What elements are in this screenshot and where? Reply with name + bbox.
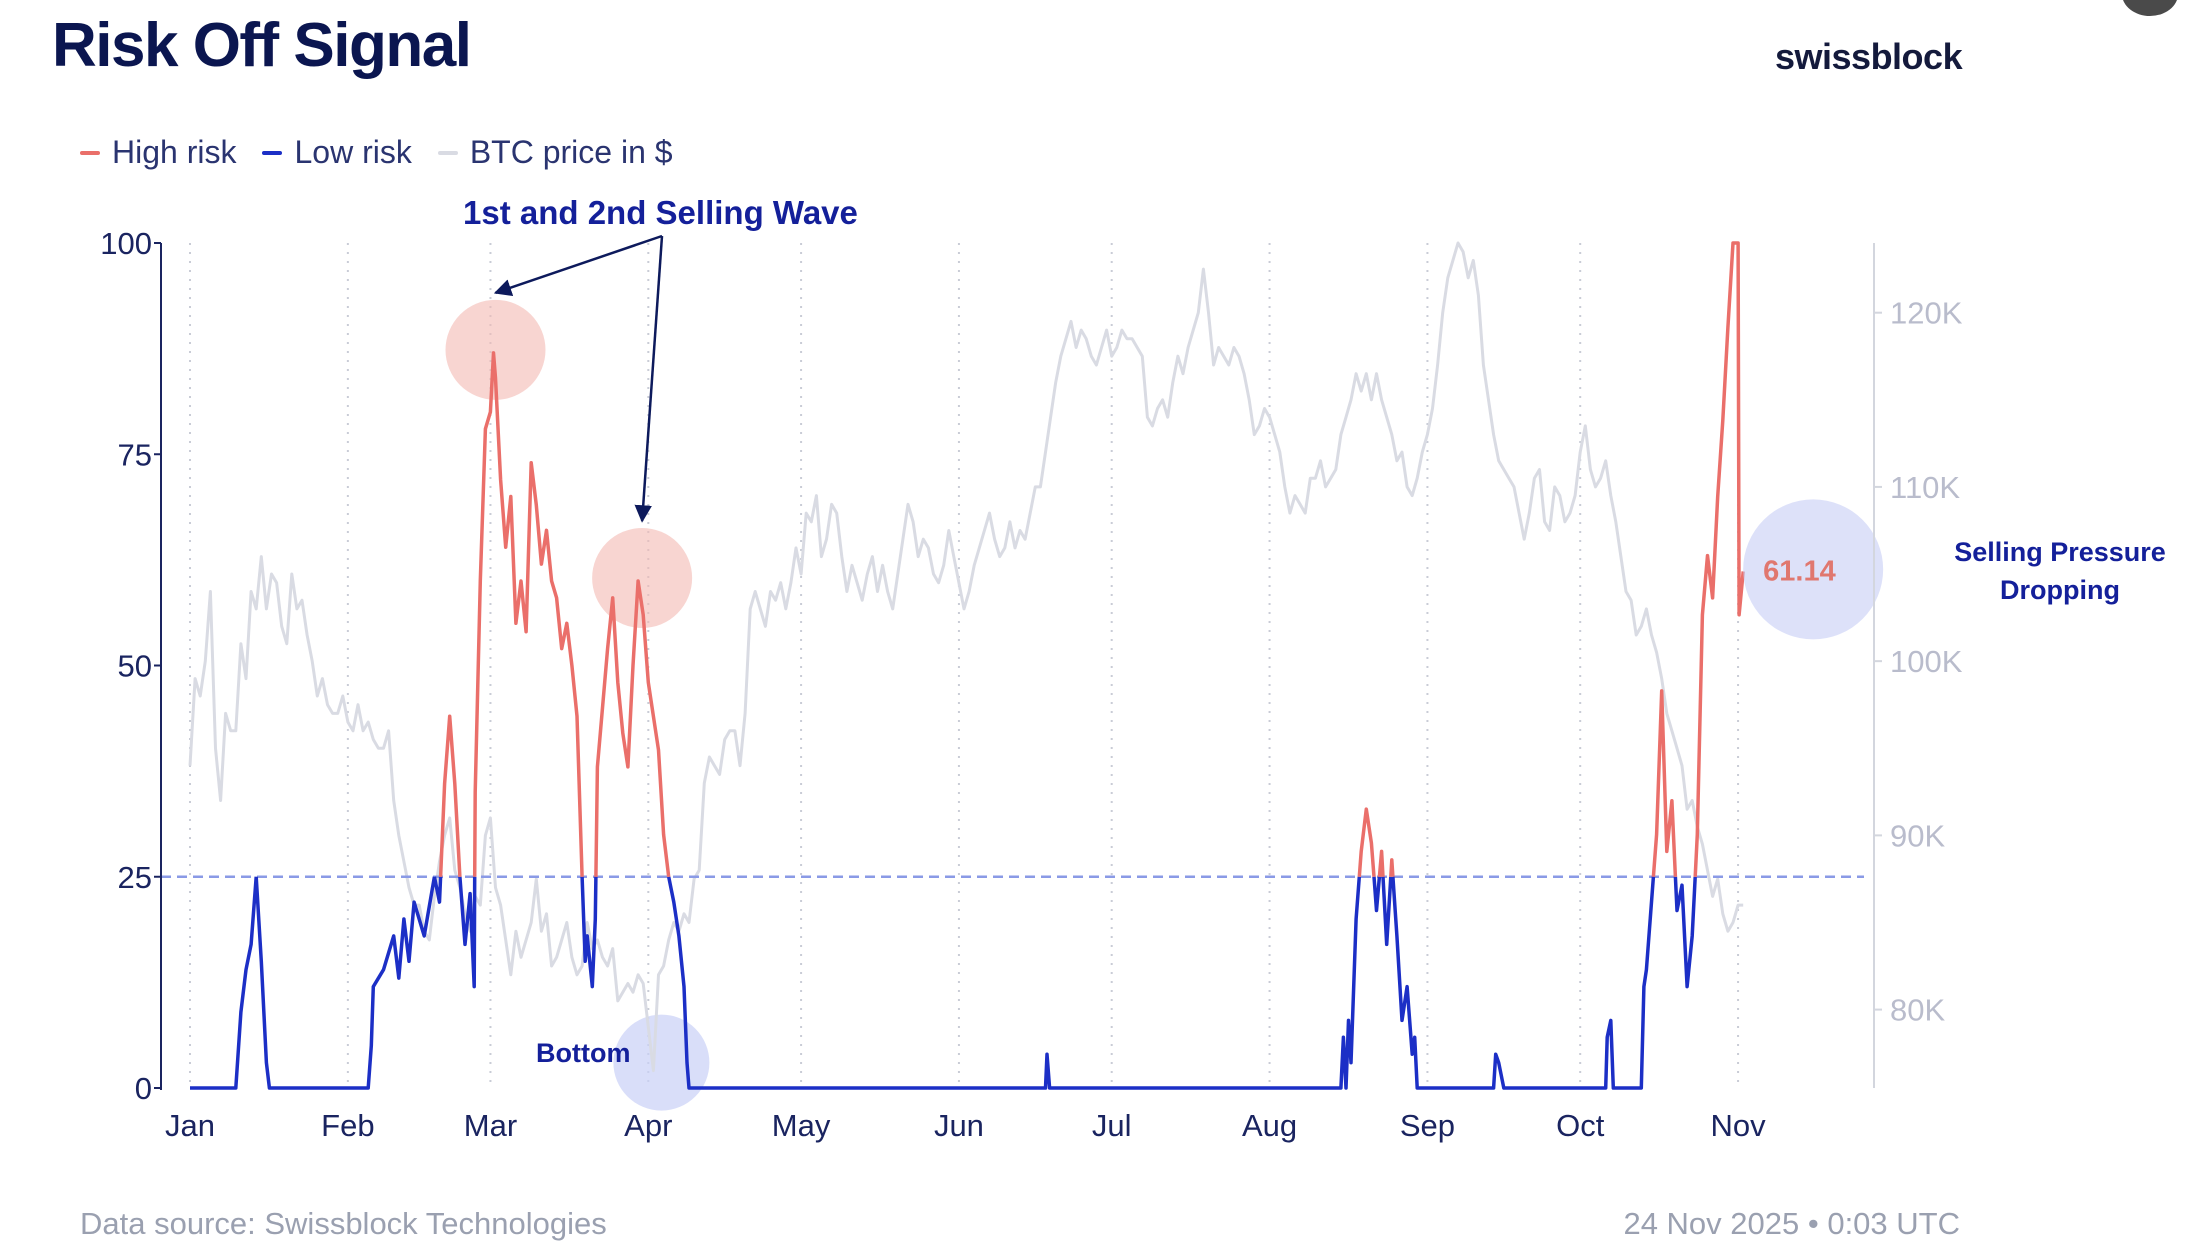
highlight-circle-second-wave [592, 528, 693, 628]
highlight-circle-current [1743, 499, 1884, 640]
y-right-tick-90k: 90K [1890, 818, 1945, 853]
brand-logo: swissblock [1775, 36, 1963, 77]
window-corner-decoration [2122, 0, 2178, 16]
timestamp: 24 Nov 2025 • 0:03 UTC [1623, 1206, 1960, 1241]
series-high-risk-line [438, 241, 1745, 878]
legend-label-high-risk: High risk [112, 134, 237, 170]
arrow-to-first-wave [493, 234, 663, 297]
legend-item-high-risk: High risk [80, 134, 236, 171]
legend-label-btc-price: BTC price in $ [469, 134, 673, 170]
chart-title: Risk Off Signal [52, 11, 472, 80]
x-tick-sep: Sep [1400, 1108, 1455, 1143]
legend-item-low-risk: Low risk [262, 134, 412, 171]
legend-swatch-high-risk [80, 150, 100, 155]
y-right-tick-100k: 100K [1890, 644, 1963, 679]
legend-swatch-btc-price [437, 150, 458, 155]
x-tick-apr: Apr [624, 1108, 672, 1143]
y-right-tick-120k: 120K [1890, 296, 1963, 331]
selling-wave-label: 1st and 2nd Selling Wave [463, 194, 858, 231]
highlight-circle-first-wave [445, 299, 546, 400]
y-left-tick-0: 0 [135, 1071, 152, 1106]
x-tick-mar: Mar [464, 1108, 517, 1143]
x-tick-jul: Jul [1092, 1108, 1132, 1143]
y-left-tick-25: 25 [118, 860, 152, 895]
y-right-tick-80k: 80K [1890, 993, 1945, 1028]
legend-swatch-low-risk [262, 150, 283, 155]
y-left-tick-75: 75 [118, 437, 152, 472]
y-left-tick-100: 100 [100, 226, 152, 261]
series-low-risk-line [190, 876, 1697, 1090]
y-left-tick-50: 50 [118, 649, 152, 684]
data-source-note: Data source: Swissblock Technologies [80, 1206, 607, 1241]
legend-item-btc-price: BTC price in $ [437, 134, 673, 171]
x-tick-jan: Jan [165, 1108, 215, 1143]
x-tick-jun: Jun [934, 1108, 984, 1143]
selling-pressure-label-line2: Dropping [2000, 575, 2120, 605]
bottom-label: Bottom [536, 1038, 630, 1068]
current-value-label: 61.14 [1763, 555, 1836, 587]
x-tick-nov: Nov [1710, 1108, 1766, 1143]
y-right-tick-110k: 110K [1890, 470, 1960, 505]
series-btc-price-line [188, 241, 1744, 1073]
legend-label-low-risk: Low risk [294, 134, 412, 170]
x-tick-oct: Oct [1556, 1108, 1605, 1143]
legend: High risk Low risk BTC price in $ [80, 134, 673, 171]
x-tick-feb: Feb [321, 1108, 374, 1143]
arrow-to-second-wave [634, 235, 664, 523]
x-tick-may: May [772, 1108, 831, 1143]
selling-pressure-label-line1: Selling Pressure [1954, 537, 2166, 567]
x-tick-aug: Aug [1242, 1108, 1297, 1143]
